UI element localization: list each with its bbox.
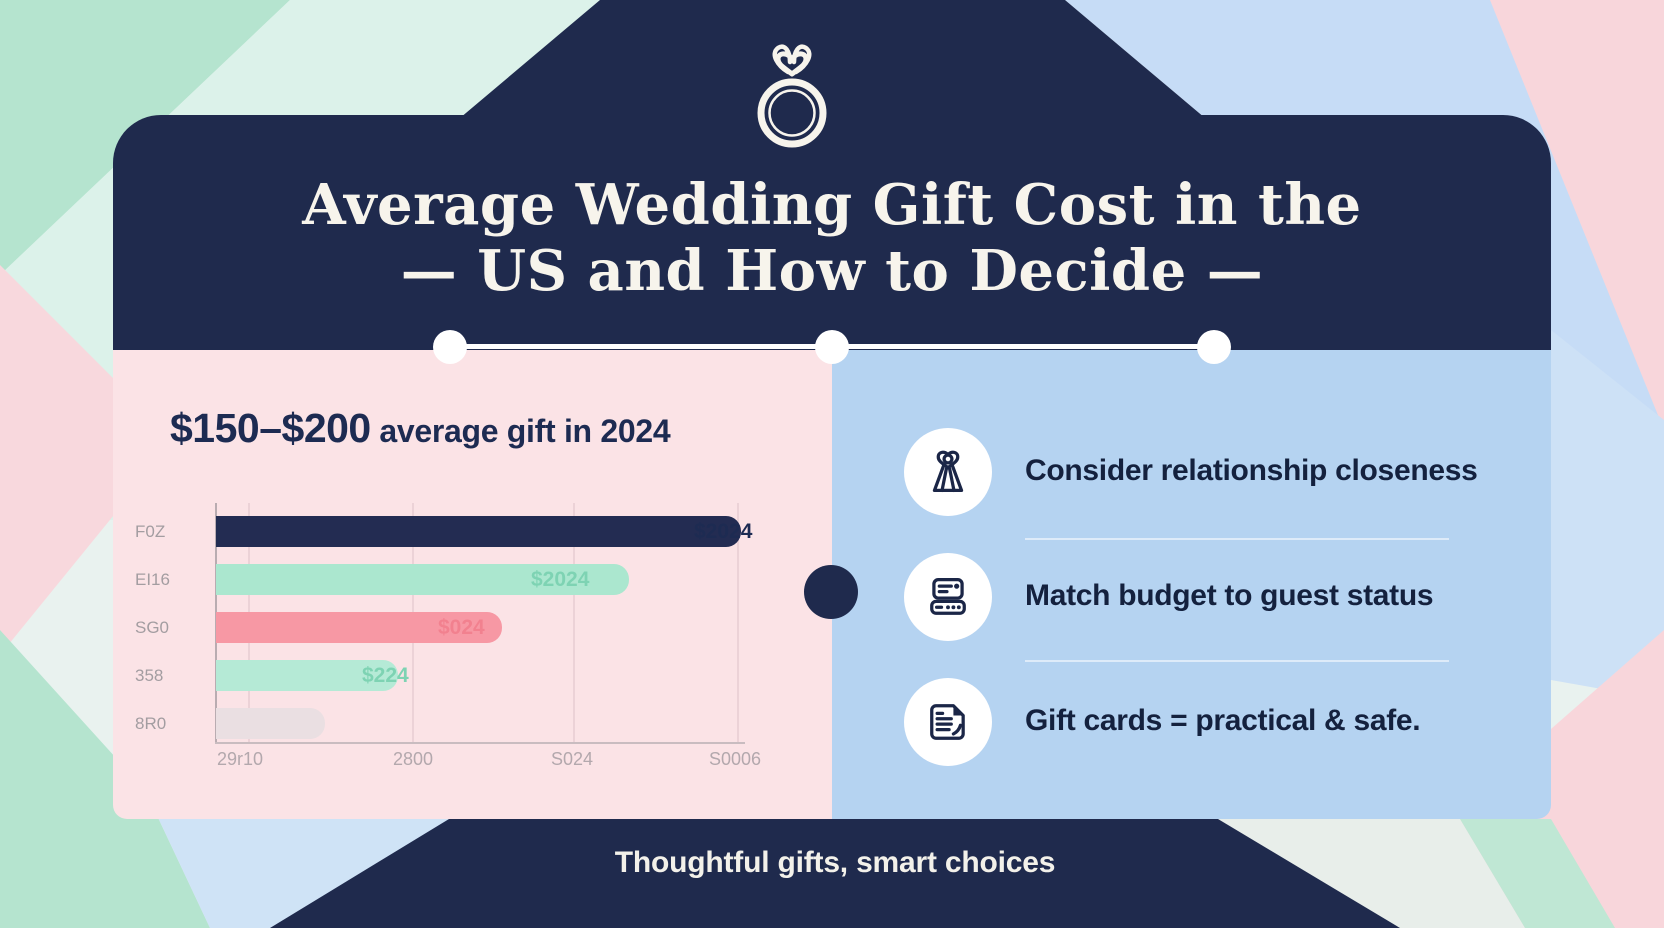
chart-panel: $150–$200 average gift in 2024 F0Z $2024…	[113, 350, 832, 819]
stat-rest: average gift in 2024	[370, 413, 671, 449]
x-axis-line	[215, 742, 745, 744]
y-tick-label: SG0	[135, 618, 170, 637]
tip-label: Consider relationship closeness	[1025, 454, 1478, 487]
tip-icon-circle	[904, 553, 992, 641]
footer-tagline: Thoughtful gifts, smart choices	[614, 846, 1056, 879]
bar-value-label: $2024	[531, 568, 590, 591]
stat-highlight: $150–$200	[170, 405, 371, 451]
timeline-dot	[1197, 330, 1231, 364]
tips-panel: Consider relationship closeness	[832, 350, 1551, 819]
bar	[216, 660, 398, 691]
tip-label: Gift cards = practical & safe.	[1025, 704, 1421, 737]
footer-banner	[270, 819, 1400, 928]
wedding-ring-icon	[752, 40, 832, 152]
chart-gridline	[737, 503, 739, 742]
header-roof-shape	[460, 0, 1205, 118]
header-banner	[113, 115, 1551, 352]
bar-value-label: $024	[438, 616, 485, 639]
cash-register-icon	[930, 578, 966, 615]
x-tick-label: S024	[550, 749, 594, 769]
bar-value-label: $2024	[694, 520, 753, 543]
divider	[1025, 660, 1449, 662]
chart-gridline	[573, 503, 575, 742]
panel-connector-dot	[804, 565, 858, 619]
tip-icon-circle	[904, 428, 992, 516]
page-title: Average Wedding Gift Cost in the — US an…	[113, 172, 1551, 304]
x-tick-label: 29r10	[216, 749, 264, 769]
bride-dress-icon	[932, 450, 964, 493]
title-line-2: — US and How to Decide —	[400, 238, 1264, 304]
gift-note-icon	[930, 704, 965, 740]
bar-value-label: $224	[362, 664, 409, 687]
timeline-dot	[815, 330, 849, 364]
bar	[216, 516, 741, 547]
bar	[216, 564, 630, 595]
y-tick-label: 358	[135, 666, 164, 685]
divider	[1025, 538, 1449, 540]
y-tick-label: EI16	[135, 570, 170, 589]
timeline-dot	[433, 330, 467, 364]
x-tick-label: 2800	[392, 749, 434, 769]
x-tick-label: S0006	[708, 749, 762, 769]
tip-label: Match budget to guest status	[1025, 579, 1434, 612]
y-tick-label: 8R0	[135, 714, 167, 733]
stat-headline: $150–$200 average gift in 2024	[170, 405, 671, 452]
bar	[216, 708, 326, 739]
y-tick-label: F0Z	[135, 522, 166, 541]
title-line-1: Average Wedding Gift Cost in the	[302, 172, 1362, 238]
tip-icon-circle	[904, 678, 992, 766]
bar	[216, 612, 503, 643]
